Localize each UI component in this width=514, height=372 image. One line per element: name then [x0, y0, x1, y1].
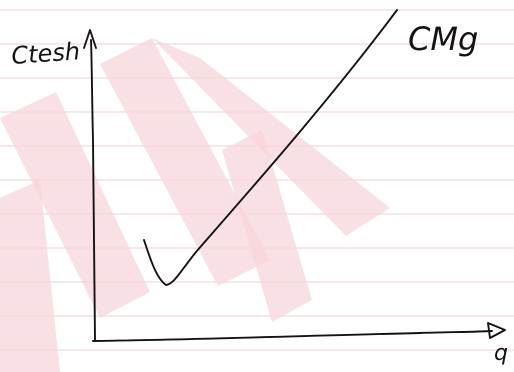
y-axis — [90, 39, 96, 341]
y-axis-arrow-icon — [83, 29, 97, 49]
x-axis-arrow-icon — [487, 322, 506, 339]
cmg-curve — [143, 9, 398, 286]
watermark-logo — [0, 38, 390, 372]
x-axis — [92, 330, 493, 342]
y-axis-label: Ctesh — [10, 37, 80, 70]
curve-label: CMg — [408, 20, 478, 58]
x-axis-label: q — [494, 341, 508, 366]
